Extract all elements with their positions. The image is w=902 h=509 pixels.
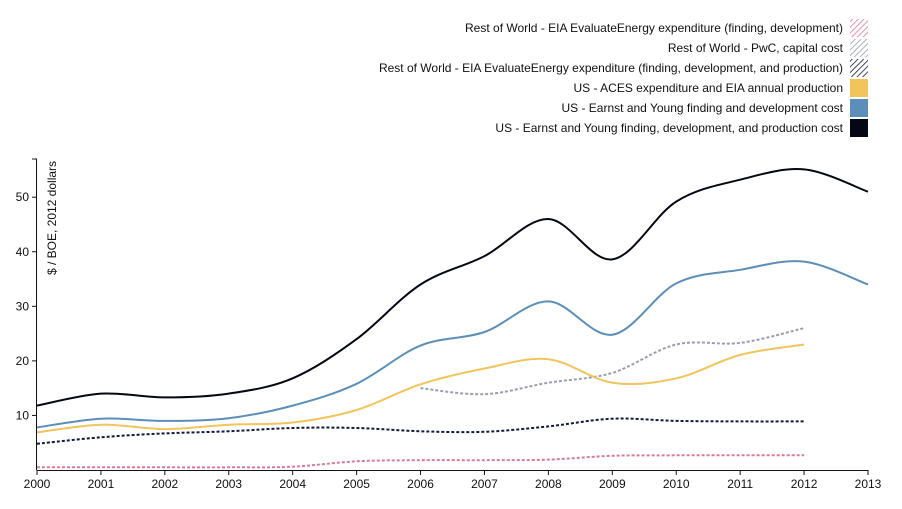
legend-label: US - ACES expenditure and EIA annual pro…	[573, 81, 843, 95]
x-tick-label: 2012	[791, 477, 818, 491]
legend-swatch	[850, 19, 868, 37]
legend-swatch	[850, 99, 868, 117]
legend-swatch	[850, 119, 868, 137]
x-tick-label: 2002	[151, 477, 178, 491]
series-line-1	[37, 454, 805, 469]
series-line-6	[36, 168, 869, 407]
series-layer	[36, 168, 869, 469]
legend-label: US - Earnst and Young finding and develo…	[561, 101, 843, 115]
legend-label: Rest of World - EIA EvaluateEnergy expen…	[379, 61, 843, 75]
x-tick-label: 2011	[727, 477, 753, 491]
legend-item: Rest of World - EIA EvaluateEnergy expen…	[379, 59, 868, 77]
x-tick-label: 2009	[599, 477, 626, 491]
x-tick-label: 2001	[88, 477, 115, 491]
x-axis: 2000 2001 2002 2003 2004 2005 2006 2007 2008 2009…	[24, 470, 882, 491]
legend: Rest of World - EIA EvaluateEnergy expen…	[379, 19, 868, 137]
legend-item: Rest of World - PwC, capital cost	[668, 39, 868, 57]
x-tick-label: 2003	[215, 477, 242, 491]
y-axis-label: $ / BOE, 2012 dollars	[45, 161, 59, 275]
x-tick-label: 2004	[279, 477, 306, 491]
legend-label: Rest of World - EIA EvaluateEnergy expen…	[465, 21, 843, 35]
y-tick-label: 20	[16, 354, 30, 368]
legend-label: US - Earnst and Young finding, developme…	[495, 121, 843, 135]
x-tick-label: 2008	[535, 477, 562, 491]
y-tick-label: 30	[16, 299, 30, 313]
x-tick-label: 2005	[343, 477, 370, 491]
legend-item: US - Earnst and Young finding and develo…	[561, 99, 868, 117]
legend-swatch	[850, 59, 868, 77]
series-line-4	[36, 343, 805, 434]
y-tick-label: 10	[16, 408, 30, 422]
y-axis: 10 20 30 40 50	[16, 158, 37, 422]
x-tick-label: 2000	[24, 477, 51, 491]
legend-label: Rest of World - PwC, capital cost	[668, 41, 844, 55]
series-line-3	[36, 417, 805, 445]
legend-item: US - Earnst and Young finding, developme…	[495, 119, 868, 137]
legend-swatch	[850, 79, 868, 97]
legend-item: US - ACES expenditure and EIA annual pro…	[573, 79, 868, 97]
y-tick-label: 50	[16, 190, 30, 204]
x-tick-label: 2006	[407, 477, 434, 491]
legend-item: Rest of World - EIA EvaluateEnergy expen…	[465, 19, 868, 37]
legend-swatch	[850, 39, 868, 57]
x-tick-label: 2007	[471, 477, 498, 491]
x-tick-label: 2013	[855, 477, 882, 491]
y-tick-label: 40	[16, 245, 30, 259]
series-line-5	[36, 260, 869, 429]
plot-area: 2000 2001 2002 2003 2004 2005 2006 2007 2008 2009…	[16, 158, 882, 491]
series-line-2	[420, 327, 805, 396]
x-tick-label: 2010	[663, 477, 690, 491]
